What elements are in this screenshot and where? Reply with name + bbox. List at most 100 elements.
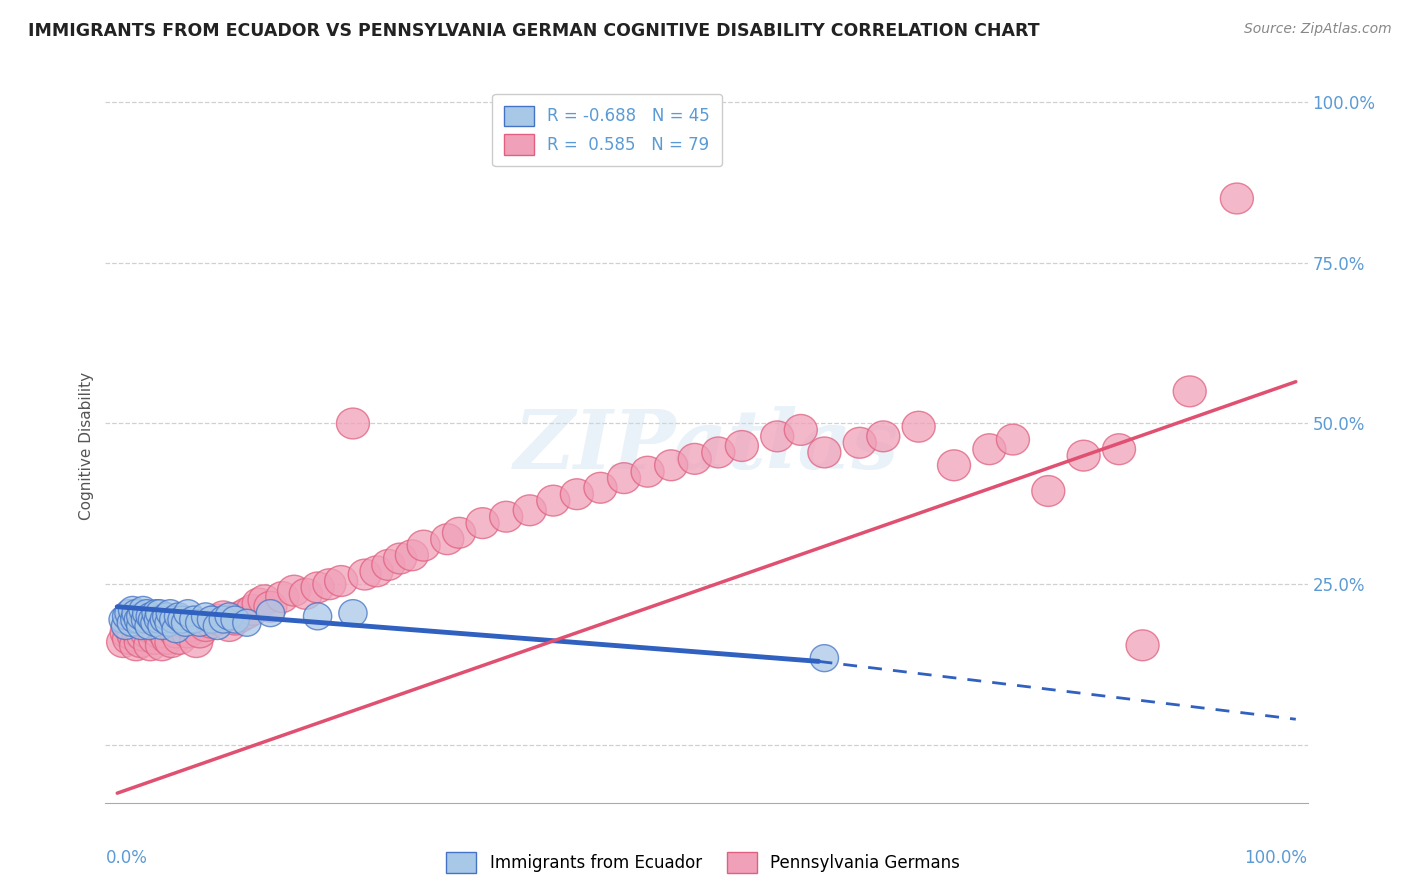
Ellipse shape xyxy=(395,540,429,571)
Ellipse shape xyxy=(117,609,146,636)
Ellipse shape xyxy=(1220,183,1253,214)
Ellipse shape xyxy=(266,582,298,613)
Ellipse shape xyxy=(336,408,370,439)
Ellipse shape xyxy=(162,615,190,643)
Ellipse shape xyxy=(145,630,179,661)
Ellipse shape xyxy=(136,614,169,645)
Ellipse shape xyxy=(607,463,641,493)
Ellipse shape xyxy=(112,603,141,630)
Ellipse shape xyxy=(231,598,263,629)
Ellipse shape xyxy=(489,501,523,533)
Text: 0.0%: 0.0% xyxy=(105,849,148,867)
Ellipse shape xyxy=(371,549,405,581)
Ellipse shape xyxy=(160,617,193,648)
Ellipse shape xyxy=(153,603,181,630)
Ellipse shape xyxy=(111,613,139,640)
Ellipse shape xyxy=(430,524,464,555)
Ellipse shape xyxy=(122,599,150,627)
Ellipse shape xyxy=(631,457,664,487)
Ellipse shape xyxy=(183,617,217,648)
Ellipse shape xyxy=(408,530,440,561)
Ellipse shape xyxy=(191,603,219,630)
Ellipse shape xyxy=(204,613,232,640)
Ellipse shape xyxy=(150,606,179,633)
Ellipse shape xyxy=(218,604,252,635)
Ellipse shape xyxy=(110,606,138,633)
Ellipse shape xyxy=(129,597,157,624)
Ellipse shape xyxy=(124,606,153,633)
Ellipse shape xyxy=(443,517,475,549)
Ellipse shape xyxy=(903,411,935,442)
Ellipse shape xyxy=(195,607,228,638)
Ellipse shape xyxy=(117,620,150,651)
Ellipse shape xyxy=(1102,434,1136,465)
Ellipse shape xyxy=(808,437,841,468)
Ellipse shape xyxy=(242,588,276,619)
Ellipse shape xyxy=(135,613,163,640)
Ellipse shape xyxy=(810,645,838,672)
Text: Source: ZipAtlas.com: Source: ZipAtlas.com xyxy=(1244,22,1392,37)
Ellipse shape xyxy=(136,603,165,630)
Ellipse shape xyxy=(1173,376,1206,407)
Text: 100.0%: 100.0% xyxy=(1244,849,1308,867)
Ellipse shape xyxy=(207,601,240,632)
Ellipse shape xyxy=(866,421,900,451)
Ellipse shape xyxy=(115,599,143,627)
Ellipse shape xyxy=(360,556,394,587)
Ellipse shape xyxy=(190,611,222,641)
Ellipse shape xyxy=(124,627,157,657)
Ellipse shape xyxy=(163,624,197,655)
Ellipse shape xyxy=(247,585,281,615)
Ellipse shape xyxy=(138,624,172,655)
Ellipse shape xyxy=(212,611,246,641)
Ellipse shape xyxy=(156,599,184,627)
Ellipse shape xyxy=(583,473,617,503)
Ellipse shape xyxy=(254,591,287,622)
Ellipse shape xyxy=(384,543,416,574)
Ellipse shape xyxy=(107,627,139,657)
Ellipse shape xyxy=(118,597,146,624)
Ellipse shape xyxy=(186,609,214,636)
Ellipse shape xyxy=(160,606,188,633)
Ellipse shape xyxy=(997,424,1029,455)
Ellipse shape xyxy=(314,569,346,599)
Legend: R = -0.688   N = 45, R =  0.585   N = 79: R = -0.688 N = 45, R = 0.585 N = 79 xyxy=(492,94,721,166)
Ellipse shape xyxy=(180,606,208,633)
Ellipse shape xyxy=(148,617,181,648)
Ellipse shape xyxy=(180,627,212,657)
Ellipse shape xyxy=(165,603,193,630)
Ellipse shape xyxy=(155,609,183,636)
Ellipse shape xyxy=(325,566,357,597)
Ellipse shape xyxy=(561,479,593,509)
Ellipse shape xyxy=(761,421,794,451)
Ellipse shape xyxy=(148,613,176,640)
Ellipse shape xyxy=(277,575,311,606)
Ellipse shape xyxy=(145,606,173,633)
Ellipse shape xyxy=(131,617,163,648)
Ellipse shape xyxy=(702,437,735,468)
Ellipse shape xyxy=(655,450,688,481)
Ellipse shape xyxy=(120,630,153,661)
Ellipse shape xyxy=(127,613,155,640)
Ellipse shape xyxy=(141,609,169,636)
Ellipse shape xyxy=(1126,630,1159,661)
Ellipse shape xyxy=(121,606,149,633)
Ellipse shape xyxy=(513,495,546,525)
Ellipse shape xyxy=(225,601,257,632)
Ellipse shape xyxy=(167,606,197,633)
Ellipse shape xyxy=(339,599,367,627)
Ellipse shape xyxy=(256,599,284,627)
Y-axis label: Cognitive Disability: Cognitive Disability xyxy=(79,372,94,520)
Ellipse shape xyxy=(349,559,381,590)
Ellipse shape xyxy=(678,443,711,475)
Ellipse shape xyxy=(142,617,174,648)
Ellipse shape xyxy=(1032,475,1064,507)
Ellipse shape xyxy=(221,606,249,633)
Ellipse shape xyxy=(467,508,499,539)
Ellipse shape xyxy=(174,599,202,627)
Ellipse shape xyxy=(132,599,160,627)
Ellipse shape xyxy=(290,578,322,609)
Ellipse shape xyxy=(174,611,208,641)
Ellipse shape xyxy=(197,606,225,633)
Ellipse shape xyxy=(938,450,970,481)
